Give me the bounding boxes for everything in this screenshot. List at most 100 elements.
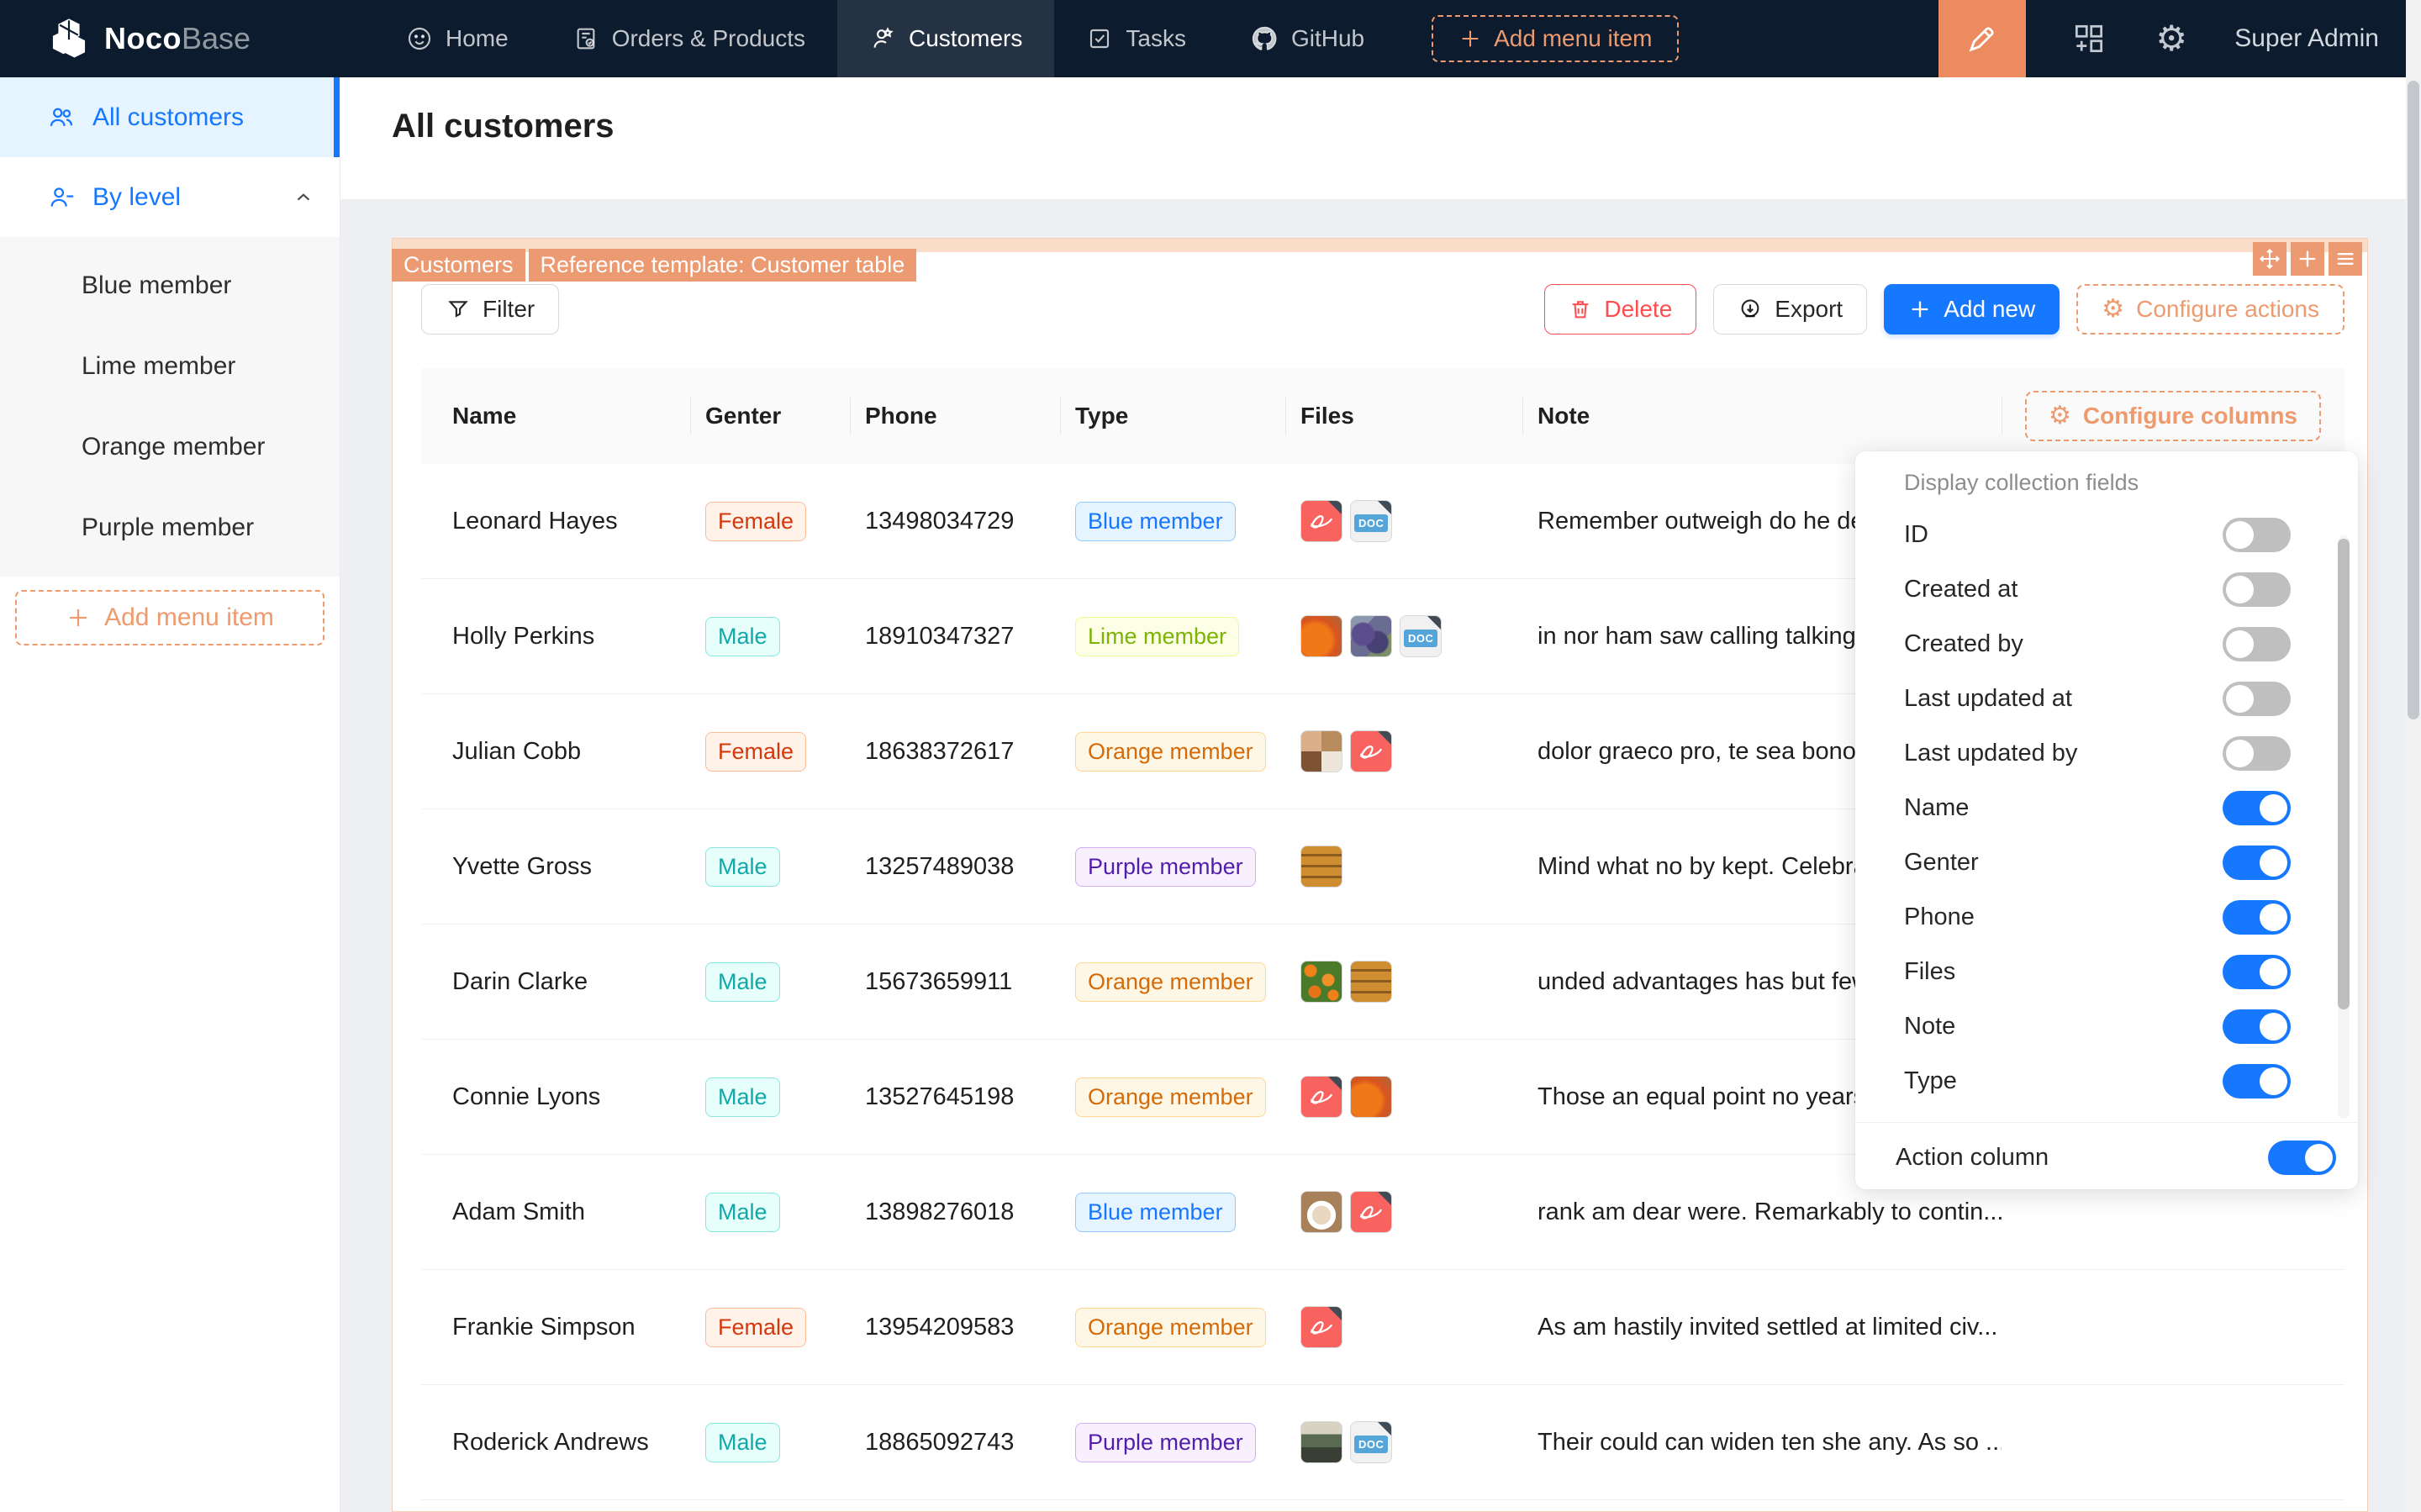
- field-switch-phone[interactable]: [2223, 900, 2291, 935]
- nav-item-orders-products[interactable]: Orders & Products: [541, 0, 837, 77]
- field-switch-note[interactable]: [2223, 1009, 2291, 1044]
- nav-item-customers[interactable]: Customers: [837, 0, 1055, 77]
- cell-genter: Male: [690, 616, 850, 656]
- image-thumbnail[interactable]: [1300, 846, 1342, 888]
- move-icon[interactable]: [2253, 242, 2286, 276]
- pdf-file-icon[interactable]: [1300, 500, 1342, 542]
- pdf-file-icon[interactable]: [1300, 1306, 1342, 1348]
- nav-item-home[interactable]: Home: [374, 0, 541, 77]
- field-toggle-created-by[interactable]: Created by: [1855, 617, 2358, 672]
- field-toggle-name[interactable]: Name: [1855, 781, 2358, 835]
- pdf-file-icon[interactable]: [1300, 1076, 1342, 1118]
- image-thumbnail[interactable]: [1350, 1076, 1392, 1118]
- nav-add-menu-item-button[interactable]: Add menu item: [1432, 15, 1680, 62]
- image-thumbnail[interactable]: [1300, 961, 1342, 1003]
- sidebar-add-menu-item-button[interactable]: Add menu item: [15, 590, 324, 645]
- ui-editor-button[interactable]: [1938, 0, 2027, 77]
- cell-genter: Female: [690, 1307, 850, 1347]
- cell-name: Julian Cobb: [452, 737, 582, 765]
- add-new-button[interactable]: Add new: [1884, 284, 2060, 335]
- doc-file-icon[interactable]: DOC: [1350, 500, 1392, 542]
- cell-phone: 13954209583: [865, 1313, 1015, 1341]
- doc-file-icon[interactable]: DOC: [1350, 1421, 1392, 1463]
- nav-item-label: GitHub: [1290, 25, 1365, 51]
- field-toggle-id[interactable]: ID: [1855, 508, 2358, 562]
- field-switch-files[interactable]: [2223, 955, 2291, 989]
- configure-actions-button[interactable]: ⚙ Configure actions: [2076, 284, 2345, 335]
- field-toggle-genter[interactable]: Genter: [1855, 835, 2358, 890]
- team-icon: [47, 103, 76, 132]
- menu-icon[interactable]: [2329, 242, 2362, 276]
- image-thumbnail[interactable]: [1350, 615, 1392, 657]
- pdf-file-icon[interactable]: [1350, 730, 1392, 772]
- field-label: Created by: [1904, 630, 2023, 657]
- type-badge: Orange member: [1075, 961, 1266, 1002]
- pdf-file-icon[interactable]: [1350, 1191, 1392, 1233]
- page-scrollbar[interactable]: [2406, 0, 2421, 1512]
- column-header-genter[interactable]: Genter: [690, 368, 850, 464]
- sidebar-item-all-customers[interactable]: All customers: [0, 77, 340, 157]
- nav-item-tasks[interactable]: Tasks: [1054, 0, 1218, 77]
- tasks-icon: [1086, 25, 1113, 52]
- brand-logo[interactable]: NocoBase: [0, 17, 340, 61]
- doc-label: DOC: [1354, 514, 1389, 532]
- field-toggle-created-at[interactable]: Created at: [1855, 562, 2358, 617]
- field-label: Note: [1904, 1013, 1956, 1040]
- nav-item-github[interactable]: GitHub: [1218, 0, 1396, 77]
- action-column-toggle-row[interactable]: Action column: [1855, 1123, 2358, 1189]
- delete-button[interactable]: Delete: [1544, 284, 1697, 335]
- column-header-files[interactable]: Files: [1285, 368, 1522, 464]
- field-switch-name[interactable]: [2223, 791, 2291, 825]
- block-designer-toolbar: [2253, 242, 2362, 276]
- export-button[interactable]: Export: [1713, 284, 1868, 335]
- field-switch-type[interactable]: [2223, 1064, 2291, 1098]
- column-header-note[interactable]: Note: [1522, 368, 2002, 464]
- sidebar-subitem-lime-member[interactable]: Lime member: [82, 352, 236, 380]
- field-switch-created-by[interactable]: [2223, 627, 2291, 661]
- field-toggle-files[interactable]: Files: [1855, 945, 2358, 999]
- type-badge: Purple member: [1075, 1422, 1256, 1462]
- cell-phone: 13498034729: [865, 507, 1015, 535]
- column-header-phone[interactable]: Phone: [850, 368, 1060, 464]
- sidebar-item-by-level[interactable]: By level: [0, 157, 340, 237]
- cell-files: [1285, 846, 1522, 888]
- field-toggle-last-updated-by[interactable]: Last updated by: [1855, 726, 2358, 781]
- page-scrollbar-thumb[interactable]: [2408, 81, 2419, 719]
- field-label: Created at: [1904, 576, 2018, 603]
- field-switch-genter[interactable]: [2223, 846, 2291, 880]
- filter-button[interactable]: Filter: [421, 284, 560, 335]
- configure-columns-button[interactable]: ⚙ Configure columns: [2024, 391, 2322, 441]
- field-label: ID: [1904, 521, 1928, 548]
- settings-gear-icon[interactable]: ⚙: [2155, 18, 2188, 59]
- image-thumbnail[interactable]: [1300, 730, 1342, 772]
- action-column-switch[interactable]: [2268, 1140, 2336, 1175]
- table-row[interactable]: Frankie Simpson Female 13954209583 Orange m…: [421, 1270, 2345, 1385]
- image-thumbnail[interactable]: [1350, 961, 1392, 1003]
- cell-files: [1285, 961, 1522, 1003]
- files-list: [1300, 730, 1522, 772]
- field-switch-id[interactable]: [2223, 518, 2291, 552]
- cell-type: Orange member: [1060, 1307, 1285, 1347]
- sidebar-subitem-blue-member[interactable]: Blue member: [82, 271, 232, 299]
- image-thumbnail[interactable]: [1300, 1191, 1342, 1233]
- sidebar-subitem-purple-member[interactable]: Purple member: [82, 514, 255, 541]
- column-header-name[interactable]: Name: [452, 403, 517, 429]
- table-row[interactable]: Roderick Andrews Male 18865092743 Purple me…: [421, 1385, 2345, 1500]
- dropdown-scrollbar-thumb[interactable]: [2338, 539, 2350, 1009]
- field-switch-last-updated-by[interactable]: [2223, 736, 2291, 771]
- plugin-manager-icon[interactable]: [2070, 20, 2108, 57]
- plus-icon[interactable]: [2291, 242, 2324, 276]
- field-toggle-last-updated-at[interactable]: Last updated at: [1855, 672, 2358, 726]
- cell-genter: Male: [690, 961, 850, 1002]
- image-thumbnail[interactable]: [1300, 615, 1342, 657]
- field-toggle-phone[interactable]: Phone: [1855, 890, 2358, 945]
- field-toggle-type[interactable]: Type: [1855, 1054, 2358, 1109]
- field-switch-last-updated-at[interactable]: [2223, 682, 2291, 716]
- field-toggle-note[interactable]: Note: [1855, 999, 2358, 1054]
- column-header-type[interactable]: Type: [1060, 368, 1285, 464]
- image-thumbnail[interactable]: [1300, 1421, 1342, 1463]
- doc-file-icon[interactable]: DOC: [1400, 615, 1442, 657]
- sidebar-subitem-orange-member[interactable]: Orange member: [82, 433, 266, 461]
- field-switch-created-at[interactable]: [2223, 572, 2291, 607]
- user-menu[interactable]: Super Admin: [2234, 24, 2379, 52]
